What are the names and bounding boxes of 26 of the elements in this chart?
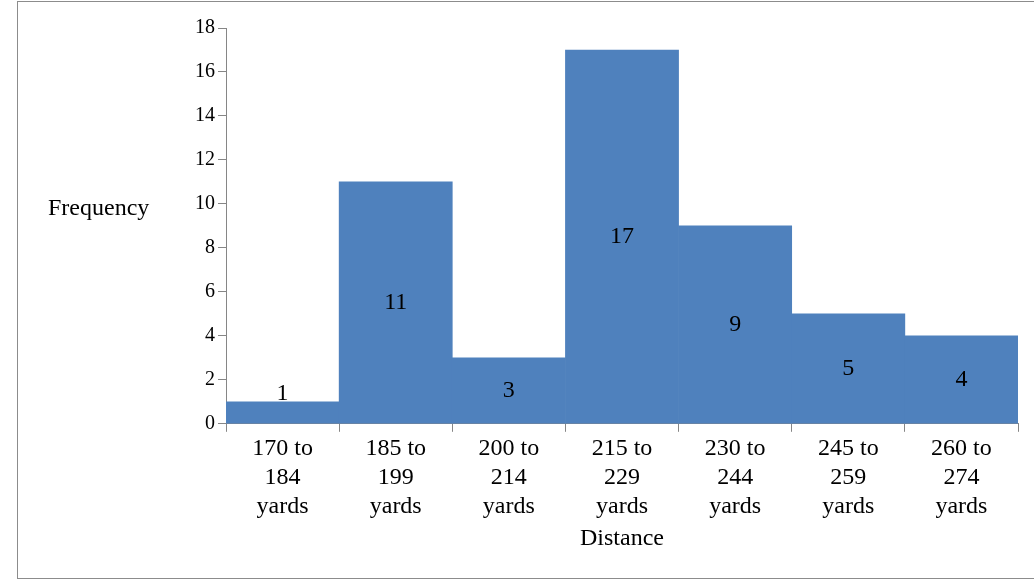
data-label: 9 <box>729 309 742 336</box>
y-tick-label: 0 <box>205 411 215 434</box>
y-tick-label: 10 <box>195 191 215 214</box>
x-tick-label: 185 to 199 yards <box>365 434 427 519</box>
y-tick-label: 2 <box>205 367 215 390</box>
y-tick-label: 8 <box>205 235 215 258</box>
x-axis-title: Distance <box>580 523 664 550</box>
y-axis-title: Frequency <box>48 194 150 221</box>
x-tick-label: 215 to 229 yards <box>591 434 653 519</box>
x-tick-label: 260 to 274 yards <box>931 434 992 519</box>
y-tick-label: 14 <box>195 103 215 126</box>
data-label: 17 <box>610 221 634 248</box>
y-tick-label: 18 <box>195 15 215 38</box>
y-tick-label: 4 <box>205 323 215 346</box>
x-tick-label: 200 to 214 yards <box>478 434 540 519</box>
data-label: 5 <box>842 353 855 380</box>
data-label: 3 <box>502 375 515 402</box>
x-tick-label: 170 to 184 yards <box>252 434 313 519</box>
x-tick-label: 230 to 244 yards <box>704 434 766 519</box>
y-tick-label: 16 <box>195 59 215 82</box>
data-label: 1 <box>276 379 289 406</box>
x-tick-label: 245 to 259 yards <box>817 434 879 519</box>
data-label: 11 <box>384 287 408 314</box>
y-tick-label: 6 <box>205 279 215 302</box>
data-label: 4 <box>955 364 968 391</box>
y-tick-label: 12 <box>195 147 215 170</box>
